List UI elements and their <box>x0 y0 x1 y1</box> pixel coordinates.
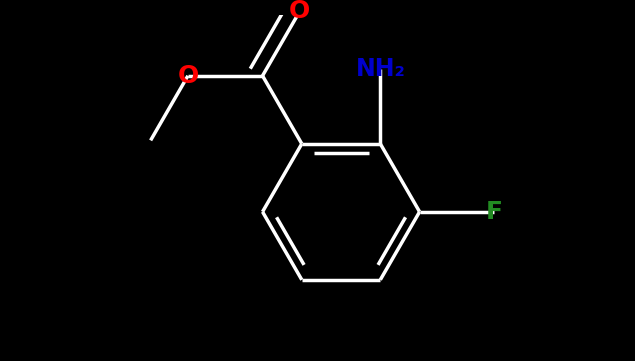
Text: O: O <box>177 64 199 88</box>
Text: NH₂: NH₂ <box>356 57 405 81</box>
Text: O: O <box>289 0 311 23</box>
Text: F: F <box>486 200 503 224</box>
